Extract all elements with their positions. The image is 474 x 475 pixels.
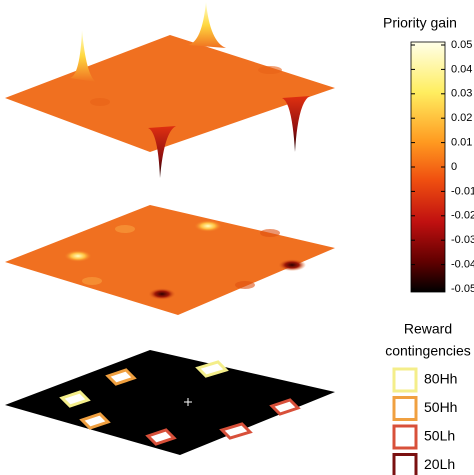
tick-label: 0.02 [451,112,472,124]
legend-title: contingencies [385,343,471,359]
colorbar [410,41,446,293]
legend-title: Reward [404,321,452,337]
legend-label: 20Lh [424,456,455,472]
tick-label: -0.04 [451,259,474,271]
tick-label: -0.05 [451,283,474,295]
legend-swatch [392,367,418,393]
tick-label: 0 [451,161,457,173]
legend: 80Hh 50Hh 50Lh 20Lh [392,367,457,475]
surface-bottom [5,350,335,455]
colorbar-title: Priority gain [383,15,457,31]
tick-label: 0.01 [451,137,472,149]
surface-top [5,2,335,178]
tick-label: 0.03 [451,88,472,100]
colorbar-ticks: 0.05 0.04 0.03 0.02 0.01 0 -0.01 -0.02 -0.03 -0.0… [411,39,474,295]
tick-label: -0.02 [451,210,474,222]
legend-label: 50Lh [424,428,455,444]
legend-label: 80Hh [424,371,457,387]
legend-label: 50Hh [424,399,457,415]
tick-label: -0.01 [451,185,474,197]
tick-label: -0.03 [451,234,474,246]
surface-middle [5,205,335,315]
legend-swatch [392,424,418,450]
tick-label: 0.04 [451,63,472,75]
legend-swatch [392,453,418,475]
tick-label: 0.05 [451,39,472,51]
legend-swatch [392,396,418,421]
